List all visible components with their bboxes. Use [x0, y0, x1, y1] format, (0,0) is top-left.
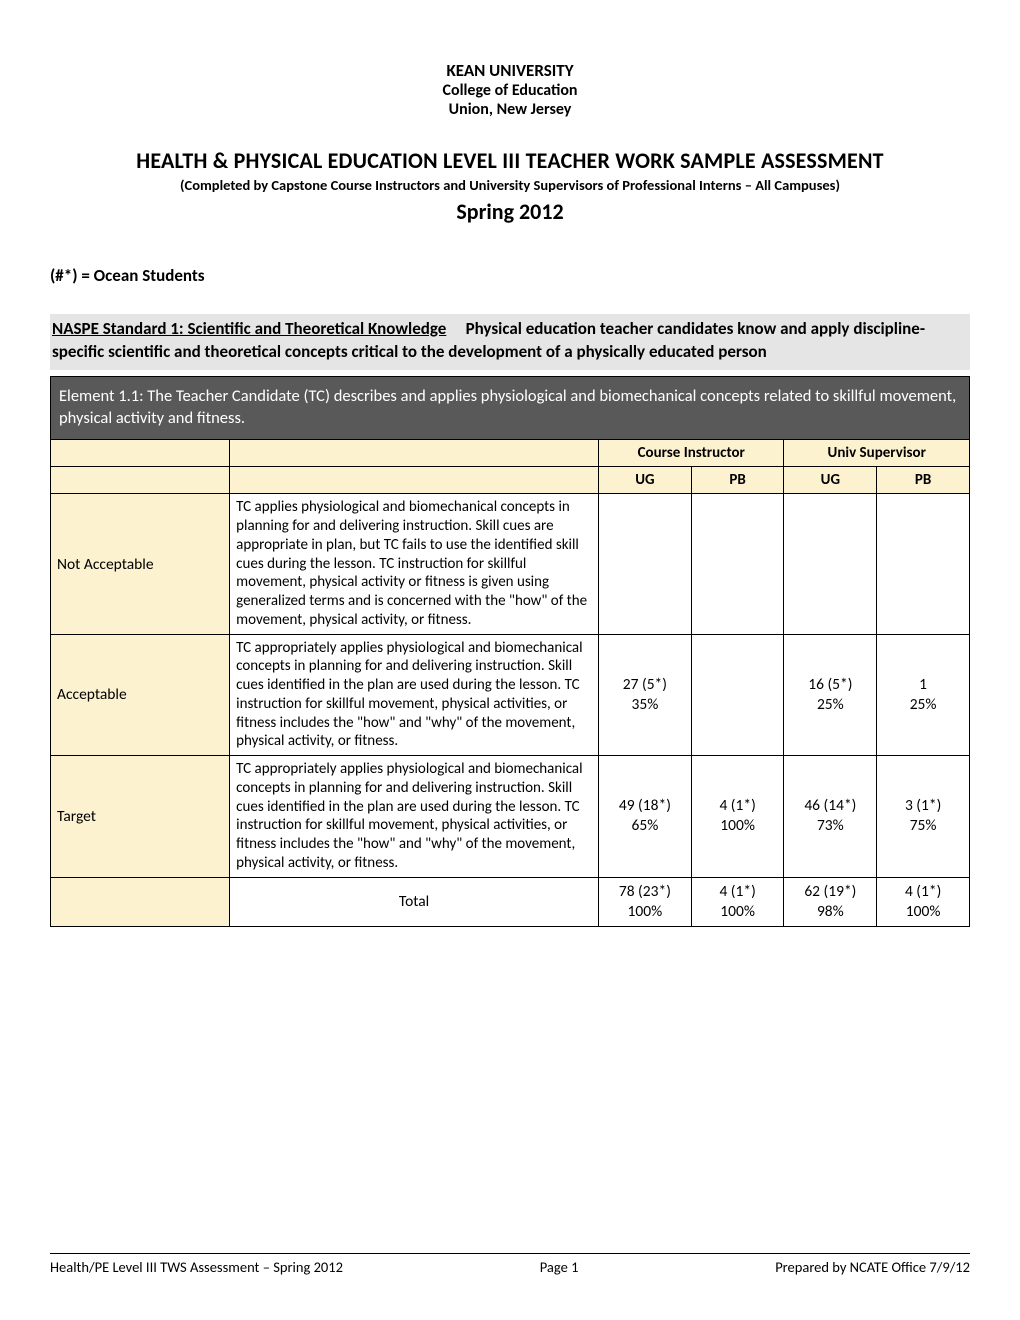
legend-note: (#*) = Ocean Students [50, 265, 970, 286]
document-title: HEALTH & PHYSICAL EDUCATION LEVEL III TE… [50, 147, 970, 174]
level-target: Target [51, 756, 230, 878]
subheader-us-ug: UG [784, 467, 877, 494]
table-row: Target TC appropriately applies physiolo… [51, 756, 970, 878]
na-ci-pb [691, 494, 784, 634]
page-footer: Health/PE Level III TWS Assessment – Spr… [50, 1253, 970, 1276]
tgt-ci-ug: 49 (18*)65% [599, 756, 692, 878]
acc-us-ug: 16 (5*)25% [784, 634, 877, 756]
level-acceptable: Acceptable [51, 634, 230, 756]
na-ci-ug [599, 494, 692, 634]
standard-header: NASPE Standard 1: Scientific and Theoret… [50, 314, 970, 370]
header-course-instructor: Course Instructor [599, 440, 784, 467]
footer-left: Health/PE Level III TWS Assessment – Spr… [50, 1258, 343, 1276]
table-row: Course Instructor Univ Supervisor [51, 440, 970, 467]
page-container: KEAN UNIVERSITY College of Education Uni… [0, 0, 1020, 927]
subheader-blank-level [51, 467, 230, 494]
tot-us-ug: 62 (19*)98% [784, 877, 877, 926]
desc-acceptable: TC appropriately applies physiological a… [230, 634, 599, 756]
table-row: Not Acceptable TC applies physiological … [51, 494, 970, 634]
total-label: Total [230, 877, 599, 926]
subheader-ci-pb: PB [691, 467, 784, 494]
acc-ci-pb [691, 634, 784, 756]
college-name: College of Education [50, 81, 970, 100]
institution-header: KEAN UNIVERSITY College of Education Uni… [50, 60, 970, 119]
table-row: UG PB UG PB [51, 467, 970, 494]
subheader-ci-ug: UG [599, 467, 692, 494]
rubric-table: Course Instructor Univ Supervisor UG PB … [50, 439, 970, 927]
subheader-us-pb: PB [877, 467, 970, 494]
acc-us-pb: 125% [877, 634, 970, 756]
acc-ci-ug: 27 (5*)35% [599, 634, 692, 756]
na-us-pb [877, 494, 970, 634]
level-not-acceptable: Not Acceptable [51, 494, 230, 634]
header-univ-supervisor: Univ Supervisor [784, 440, 970, 467]
standard-name: NASPE Standard 1: Scientific and Theoret… [52, 318, 446, 339]
desc-not-acceptable: TC applies physiological and biomechanic… [230, 494, 599, 634]
term: Spring 2012 [50, 198, 970, 225]
subheader-blank-desc [230, 467, 599, 494]
document-subtitle: (Completed by Capstone Course Instructor… [50, 176, 970, 194]
tgt-us-ug: 46 (14*)73% [784, 756, 877, 878]
desc-target: TC appropriately applies physiological a… [230, 756, 599, 878]
tgt-us-pb: 3 (1*)75% [877, 756, 970, 878]
header-blank-desc [230, 440, 599, 467]
na-us-ug [784, 494, 877, 634]
header-blank-level [51, 440, 230, 467]
tgt-ci-pb: 4 (1*)100% [691, 756, 784, 878]
element-description: Element 1.1: The Teacher Candidate (TC) … [50, 376, 970, 440]
tot-us-pb: 4 (1*)100% [877, 877, 970, 926]
footer-right: Prepared by NCATE Office 7/9/12 [775, 1258, 970, 1276]
location: Union, New Jersey [50, 100, 970, 119]
footer-center: Page 1 [540, 1258, 579, 1276]
table-row: Acceptable TC appropriately applies phys… [51, 634, 970, 756]
table-row: Total 78 (23*)100% 4 (1*)100% 62 (19*)98… [51, 877, 970, 926]
university-name: KEAN UNIVERSITY [50, 60, 970, 81]
total-blank [51, 877, 230, 926]
title-block: HEALTH & PHYSICAL EDUCATION LEVEL III TE… [50, 147, 970, 225]
tot-ci-pb: 4 (1*)100% [691, 877, 784, 926]
tot-ci-ug: 78 (23*)100% [599, 877, 692, 926]
